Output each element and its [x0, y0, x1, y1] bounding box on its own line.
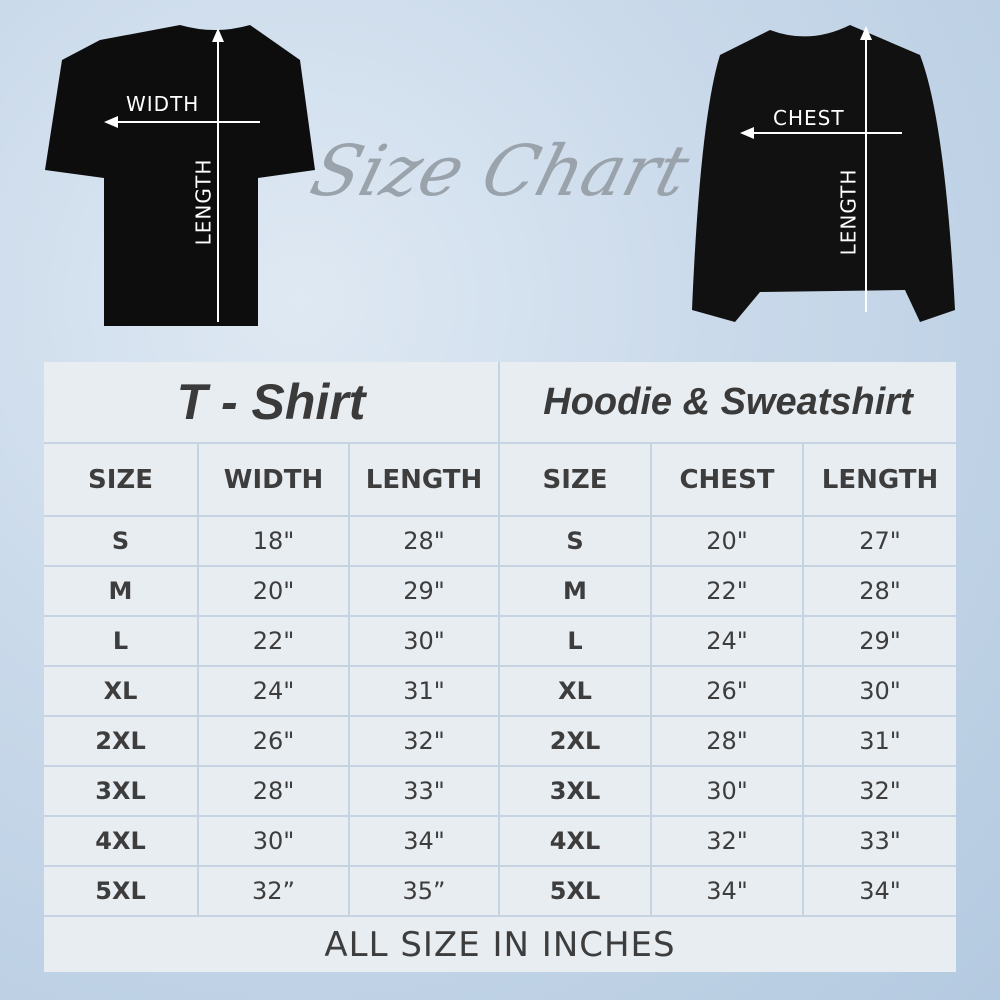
measurement-cell: 29" [350, 567, 498, 615]
sweatshirt-image [692, 25, 955, 322]
size-cell: 2XL [44, 717, 197, 765]
size-cell: XL [44, 667, 197, 715]
tshirt-image [45, 25, 315, 326]
footer-note: ALL SIZE IN INCHES [44, 917, 956, 972]
size-cell: 3XL [500, 767, 650, 815]
tshirt-heading: T - Shirt [44, 362, 498, 442]
measurement-cell: 34" [804, 867, 956, 915]
measurement-cell: 30" [652, 767, 802, 815]
column-header: SIZE [44, 444, 197, 515]
measurement-cell: 28" [350, 517, 498, 565]
page-title: Size Chart [302, 130, 698, 212]
size-cell: S [44, 517, 197, 565]
size-cell: L [44, 617, 197, 665]
measurement-cell: 31" [804, 717, 956, 765]
size-cell: 4XL [500, 817, 650, 865]
chest-label: CHEST [773, 106, 845, 130]
measurement-cell: 27" [804, 517, 956, 565]
size-cell: L [500, 617, 650, 665]
measurement-cell: 33" [804, 817, 956, 865]
size-cell: 5XL [500, 867, 650, 915]
hoodie-heading: Hoodie & Sweatshirt [500, 362, 956, 442]
measurement-cell: 24" [199, 667, 348, 715]
size-cell: M [44, 567, 197, 615]
measurement-cell: 30" [804, 667, 956, 715]
garment-illustrations [45, 25, 955, 326]
length-label: LENGTH [191, 158, 216, 246]
measurement-cell: 34" [652, 867, 802, 915]
measurement-cell: 22" [652, 567, 802, 615]
column-header: SIZE [500, 444, 650, 515]
measurement-cell: 28" [804, 567, 956, 615]
measurement-cell: 28" [652, 717, 802, 765]
size-cell: 2XL [500, 717, 650, 765]
measurement-cell: 32” [199, 867, 348, 915]
measurement-cell: 18" [199, 517, 348, 565]
column-header: LENGTH [804, 444, 956, 515]
width-label: WIDTH [126, 92, 200, 116]
measurement-cell: 35” [350, 867, 498, 915]
measurement-cell: 32" [652, 817, 802, 865]
measurement-cell: 20" [199, 567, 348, 615]
size-cell: 5XL [44, 867, 197, 915]
measurement-cell: 33" [350, 767, 498, 815]
measurement-cell: 29" [804, 617, 956, 665]
measurement-cell: 22" [199, 617, 348, 665]
column-header: CHEST [652, 444, 802, 515]
size-cell: XL [500, 667, 650, 715]
measurement-cell: 28" [199, 767, 348, 815]
size-cell: 4XL [44, 817, 197, 865]
measurement-cell: 20" [652, 517, 802, 565]
measurement-cell: 32" [350, 717, 498, 765]
size-cell: S [500, 517, 650, 565]
size-table: T - Shirt Hoodie & Sweatshirt SIZE WIDTH LEN… [44, 362, 956, 972]
length-label: LENGTH [836, 168, 861, 256]
measurement-cell: 24" [652, 617, 802, 665]
measurement-cell: 26" [652, 667, 802, 715]
measurement-cell: 30" [199, 817, 348, 865]
measurement-cell: 32" [804, 767, 956, 815]
measurement-cell: 26" [199, 717, 348, 765]
measurement-cell: 30" [350, 617, 498, 665]
column-header: LENGTH [350, 444, 498, 515]
column-header: WIDTH [199, 444, 348, 515]
measurement-cell: 34" [350, 817, 498, 865]
measurement-cell: 31" [350, 667, 498, 715]
size-cell: 3XL [44, 767, 197, 815]
size-cell: M [500, 567, 650, 615]
